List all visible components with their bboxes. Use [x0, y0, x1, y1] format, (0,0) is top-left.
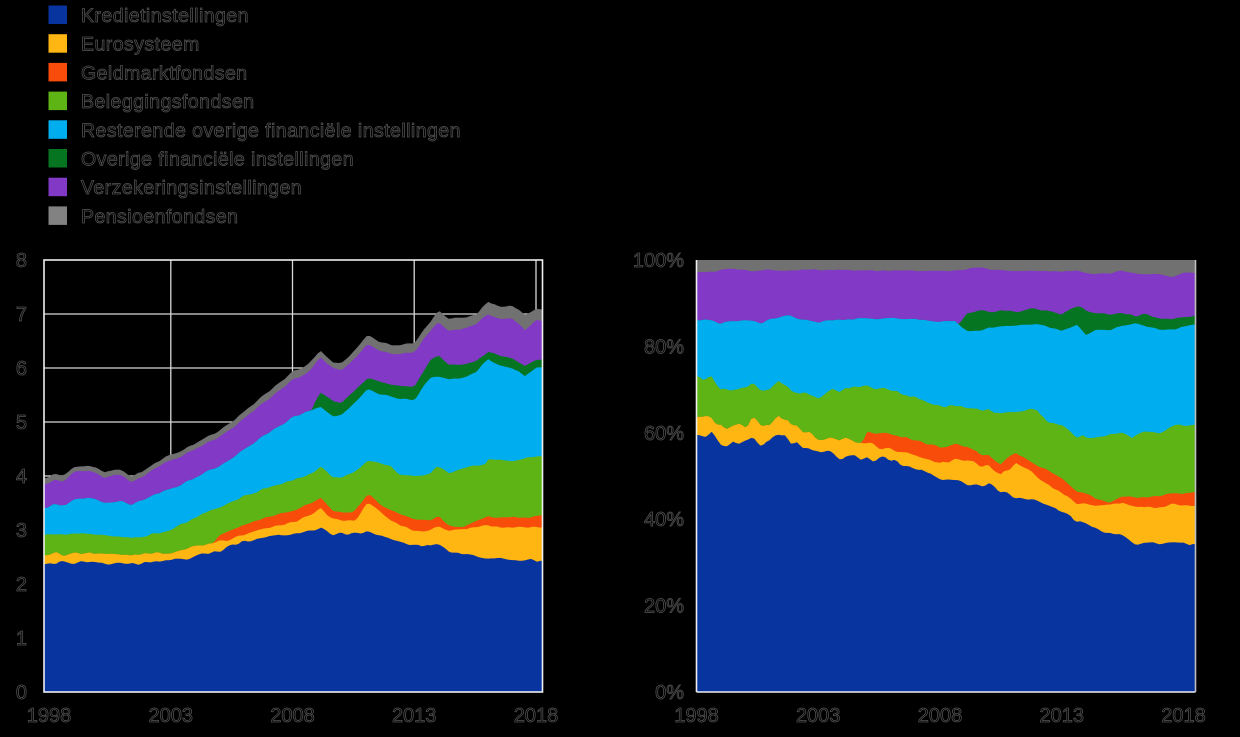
svg-text:1998: 1998 [674, 705, 719, 727]
svg-text:4: 4 [16, 466, 27, 488]
svg-text:3: 3 [16, 520, 27, 542]
svg-text:Beleggingsfondsen: Beleggingsfondsen [81, 91, 255, 113]
svg-text:8: 8 [16, 250, 27, 272]
svg-text:0: 0 [16, 682, 27, 704]
svg-text:2008: 2008 [918, 705, 963, 727]
svg-text:Kredietinstellingen: Kredietinstellingen [81, 5, 249, 27]
svg-text:Pensioenfondsen: Pensioenfondsen [81, 206, 238, 228]
svg-text:7: 7 [16, 304, 27, 326]
svg-text:Resterende overige financiële: Resterende overige financiële instelling… [81, 120, 461, 142]
svg-text:2: 2 [16, 574, 27, 596]
svg-text:60%: 60% [644, 423, 684, 445]
svg-text:2018: 2018 [1161, 705, 1206, 727]
svg-text:2013: 2013 [392, 705, 437, 727]
svg-text:1: 1 [16, 628, 27, 650]
svg-text:Eurosysteem: Eurosysteem [81, 34, 200, 56]
svg-text:2008: 2008 [270, 705, 315, 727]
svg-text:Verzekeringsinstellingen: Verzekeringsinstellingen [81, 177, 302, 199]
svg-text:2013: 2013 [1040, 705, 1085, 727]
svg-text:40%: 40% [644, 509, 684, 531]
svg-text:Overige financiële instellinge: Overige financiële instellingen [81, 149, 354, 171]
svg-text:2003: 2003 [796, 705, 841, 727]
svg-text:2018: 2018 [514, 705, 559, 727]
svg-text:2003: 2003 [149, 705, 194, 727]
svg-text:0%: 0% [655, 682, 684, 704]
svg-text:20%: 20% [644, 596, 684, 618]
svg-text:Geldmarktfondsen: Geldmarktfondsen [81, 62, 248, 84]
svg-text:80%: 80% [644, 336, 684, 358]
svg-text:1998: 1998 [27, 705, 72, 727]
svg-text:5: 5 [16, 412, 27, 434]
svg-text:100%: 100% [633, 250, 684, 272]
svg-text:6: 6 [16, 358, 27, 380]
